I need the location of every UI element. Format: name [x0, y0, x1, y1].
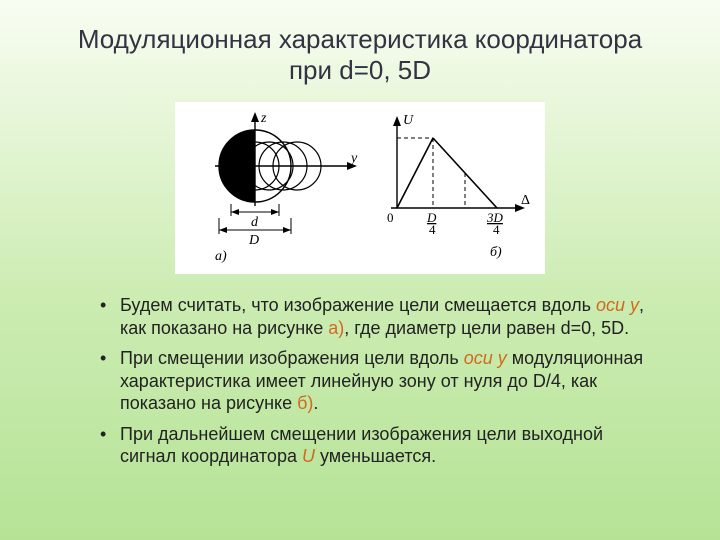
- panel-a-label: а): [215, 249, 227, 264]
- title-line-1: Модуляционная характеристика координатор…: [78, 24, 642, 54]
- emphasis-panel-a: а): [328, 318, 344, 338]
- y-axis-label: y: [349, 151, 358, 166]
- bullet-text: Будем считать, что изображение цели смещ…: [120, 295, 596, 315]
- emphasis-U: U: [302, 446, 315, 466]
- emphasis-axis-y: оси y: [464, 348, 507, 368]
- bullet-item: При дальнейшем смещении изображения цели…: [96, 423, 650, 468]
- slide-title: Модуляционная характеристика координатор…: [0, 0, 720, 94]
- bullet-text: уменьшается.: [315, 446, 436, 466]
- figure-box: z y d D а): [175, 102, 545, 274]
- bullet-text: При смещении изображения цели вдоль: [120, 348, 464, 368]
- emphasis-axis-y: оси y: [596, 295, 639, 315]
- D-label: D: [248, 233, 259, 248]
- bullet-text: .: [313, 393, 318, 413]
- title-line-2: при d=0, 5D: [289, 55, 431, 85]
- tick-4b: 4: [493, 222, 500, 237]
- figure-a: z y d D а): [185, 108, 365, 268]
- U-axis-label: U: [403, 113, 414, 128]
- tick-0: 0: [387, 210, 394, 225]
- bullet-text: , где диаметр цели равен d=0, 5D.: [344, 318, 629, 338]
- figure-container: z y d D а): [0, 102, 720, 274]
- z-axis-label: z: [260, 111, 267, 126]
- emphasis-panel-b: б): [297, 393, 313, 413]
- bullet-item: Будем считать, что изображение цели смещ…: [96, 294, 650, 339]
- panel-b-label: б): [490, 245, 502, 260]
- bullet-list: Будем считать, что изображение цели смещ…: [0, 294, 720, 468]
- tick-4a: 4: [429, 222, 436, 237]
- figure-b: U Δ 0 D 4 3D 4 б): [375, 108, 535, 268]
- bullet-item: При смещении изображения цели вдоль оси …: [96, 347, 650, 415]
- delta-axis-label: Δ: [521, 193, 530, 208]
- d-label: d: [251, 215, 259, 230]
